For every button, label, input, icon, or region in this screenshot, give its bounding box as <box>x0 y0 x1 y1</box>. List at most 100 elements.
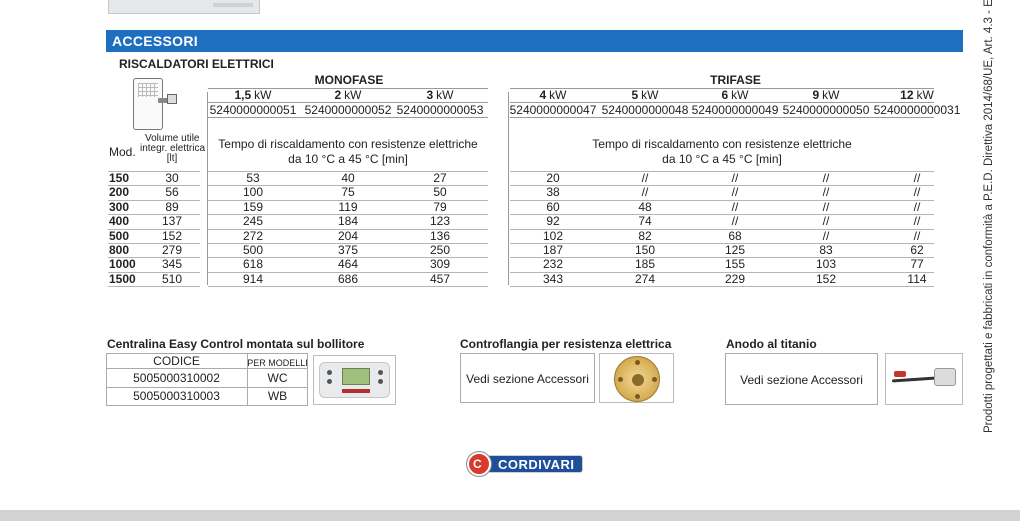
volume-cell: 279 <box>161 243 183 257</box>
row-divider <box>510 257 934 258</box>
tri-power-2: 6 kW <box>690 89 780 102</box>
power-value: 6 <box>721 88 729 102</box>
row-divider <box>208 214 488 215</box>
mono-time-cell: 204 <box>337 229 359 243</box>
row-divider <box>208 229 488 230</box>
tri-time-cell: 152 <box>815 272 837 286</box>
row-divider <box>510 185 934 186</box>
mono-power-0: 1,5 kW <box>208 89 298 102</box>
tri-time-cell: 187 <box>542 243 564 257</box>
mono-time-cell: 75 <box>341 185 355 199</box>
divider <box>208 88 488 89</box>
tri-time-cell: // <box>731 171 739 185</box>
catalog-page: ACCESSORI RISCALDATORI ELETTRICI MONOFAS… <box>0 0 1020 510</box>
tri-time-cell: 38 <box>546 185 560 199</box>
row-divider <box>208 185 488 186</box>
divider <box>207 92 208 285</box>
mono-code-2: 5240000000053 <box>396 103 484 117</box>
tri-time-cell: // <box>641 185 649 199</box>
row-divider <box>510 200 934 201</box>
tri-time-cell: 62 <box>910 243 924 257</box>
controller-image <box>313 355 396 405</box>
mono-time-cell: 309 <box>429 257 451 271</box>
tri-power-0: 4 kW <box>508 89 598 102</box>
mono-code-1: 5240000000052 <box>304 103 392 117</box>
volume-header-line2: integr. elettrica <box>140 143 206 154</box>
tri-code-0: 5240000000047 <box>509 103 597 117</box>
mono-time-cell: 375 <box>337 243 359 257</box>
tri-time-cell: 114 <box>907 272 927 286</box>
flange-image <box>599 353 674 403</box>
power-unit: kW <box>549 88 567 102</box>
row-divider <box>108 214 200 215</box>
cordivari-logo: CORDIVARI C <box>467 452 584 476</box>
code-column-header: CODICE <box>153 354 200 368</box>
divider <box>510 88 934 89</box>
mono-time-cell: 457 <box>429 272 451 286</box>
tri-code-4: 5240000000031 <box>873 103 961 117</box>
tri-desc-line2: da 10 °C a 45 °C [min] <box>662 152 782 166</box>
tri-time-cell: 125 <box>724 243 746 257</box>
divider <box>208 102 488 103</box>
tri-code-3: 5240000000050 <box>782 103 870 117</box>
model-cell: 1000 <box>109 257 136 271</box>
row-divider <box>208 272 488 273</box>
volume-cell: 345 <box>161 257 183 271</box>
model-cell: 300 <box>109 200 130 214</box>
mono-time-cell: 686 <box>337 272 359 286</box>
tri-time-cell: 103 <box>815 257 837 271</box>
model-cell: 1500 <box>109 272 136 286</box>
page-bottom-strip <box>0 510 1020 521</box>
tri-time-cell: // <box>731 185 739 199</box>
volume-cell: 152 <box>161 229 183 243</box>
power-unit: kW <box>822 88 840 102</box>
anode-note-box <box>725 353 878 405</box>
tri-desc-line1: Tempo di riscaldamento con resistenze el… <box>592 137 852 151</box>
row-divider <box>108 171 200 172</box>
model-cell: 800 <box>109 243 130 257</box>
row-divider <box>510 229 934 230</box>
mono-time-cell: 500 <box>242 243 264 257</box>
power-value: 12 <box>900 88 914 102</box>
model-cell: 500 <box>109 229 130 243</box>
tri-time-cell: // <box>822 200 830 214</box>
flange-title: Controflangia per resistenza elettrica <box>460 337 672 351</box>
divider <box>208 117 488 118</box>
power-unit: kW <box>916 88 934 102</box>
tri-time-cell: 68 <box>728 229 742 243</box>
tri-time-cell: // <box>913 185 921 199</box>
tri-power-3: 9 kW <box>781 89 871 102</box>
row-divider <box>510 272 934 273</box>
tri-time-cell: 274 <box>634 272 656 286</box>
power-unit: kW <box>436 88 454 102</box>
mono-time-cell: 618 <box>242 257 264 271</box>
mono-time-cell: 184 <box>337 214 359 228</box>
compliance-note: Prodotti progettati e fabbricati in conf… <box>983 0 995 433</box>
tri-time-cell: // <box>822 229 830 243</box>
logo-text: CORDIVARI <box>498 457 575 472</box>
tri-time-cell: 343 <box>542 272 564 286</box>
section-title: ACCESSORI <box>112 33 198 49</box>
mono-code-0: 5240000000051 <box>209 103 297 117</box>
divider <box>510 117 934 118</box>
models-column-header: PER MODELLI <box>247 358 308 368</box>
volume-cell: 137 <box>161 214 183 228</box>
mono-time-cell: 100 <box>242 185 264 199</box>
row-divider <box>510 171 934 172</box>
tri-time-cell: // <box>822 171 830 185</box>
row-divider <box>208 200 488 201</box>
model-cell: 400 <box>109 214 130 228</box>
row-divider <box>510 214 934 215</box>
mono-time-cell: 119 <box>338 200 358 214</box>
tri-time-cell: 185 <box>634 257 656 271</box>
tri-time-cell: 155 <box>724 257 746 271</box>
mono-time-cell: 40 <box>341 171 355 185</box>
model-cell: 150 <box>109 171 130 185</box>
mono-desc-line2: da 10 °C a 45 °C [min] <box>288 152 408 166</box>
power-value: 4 <box>539 88 547 102</box>
tri-time-cell: 48 <box>638 200 652 214</box>
tri-code-1: 5240000000048 <box>601 103 689 117</box>
power-value: 9 <box>812 88 820 102</box>
power-value: 5 <box>631 88 639 102</box>
tri-time-cell: 20 <box>546 171 560 185</box>
